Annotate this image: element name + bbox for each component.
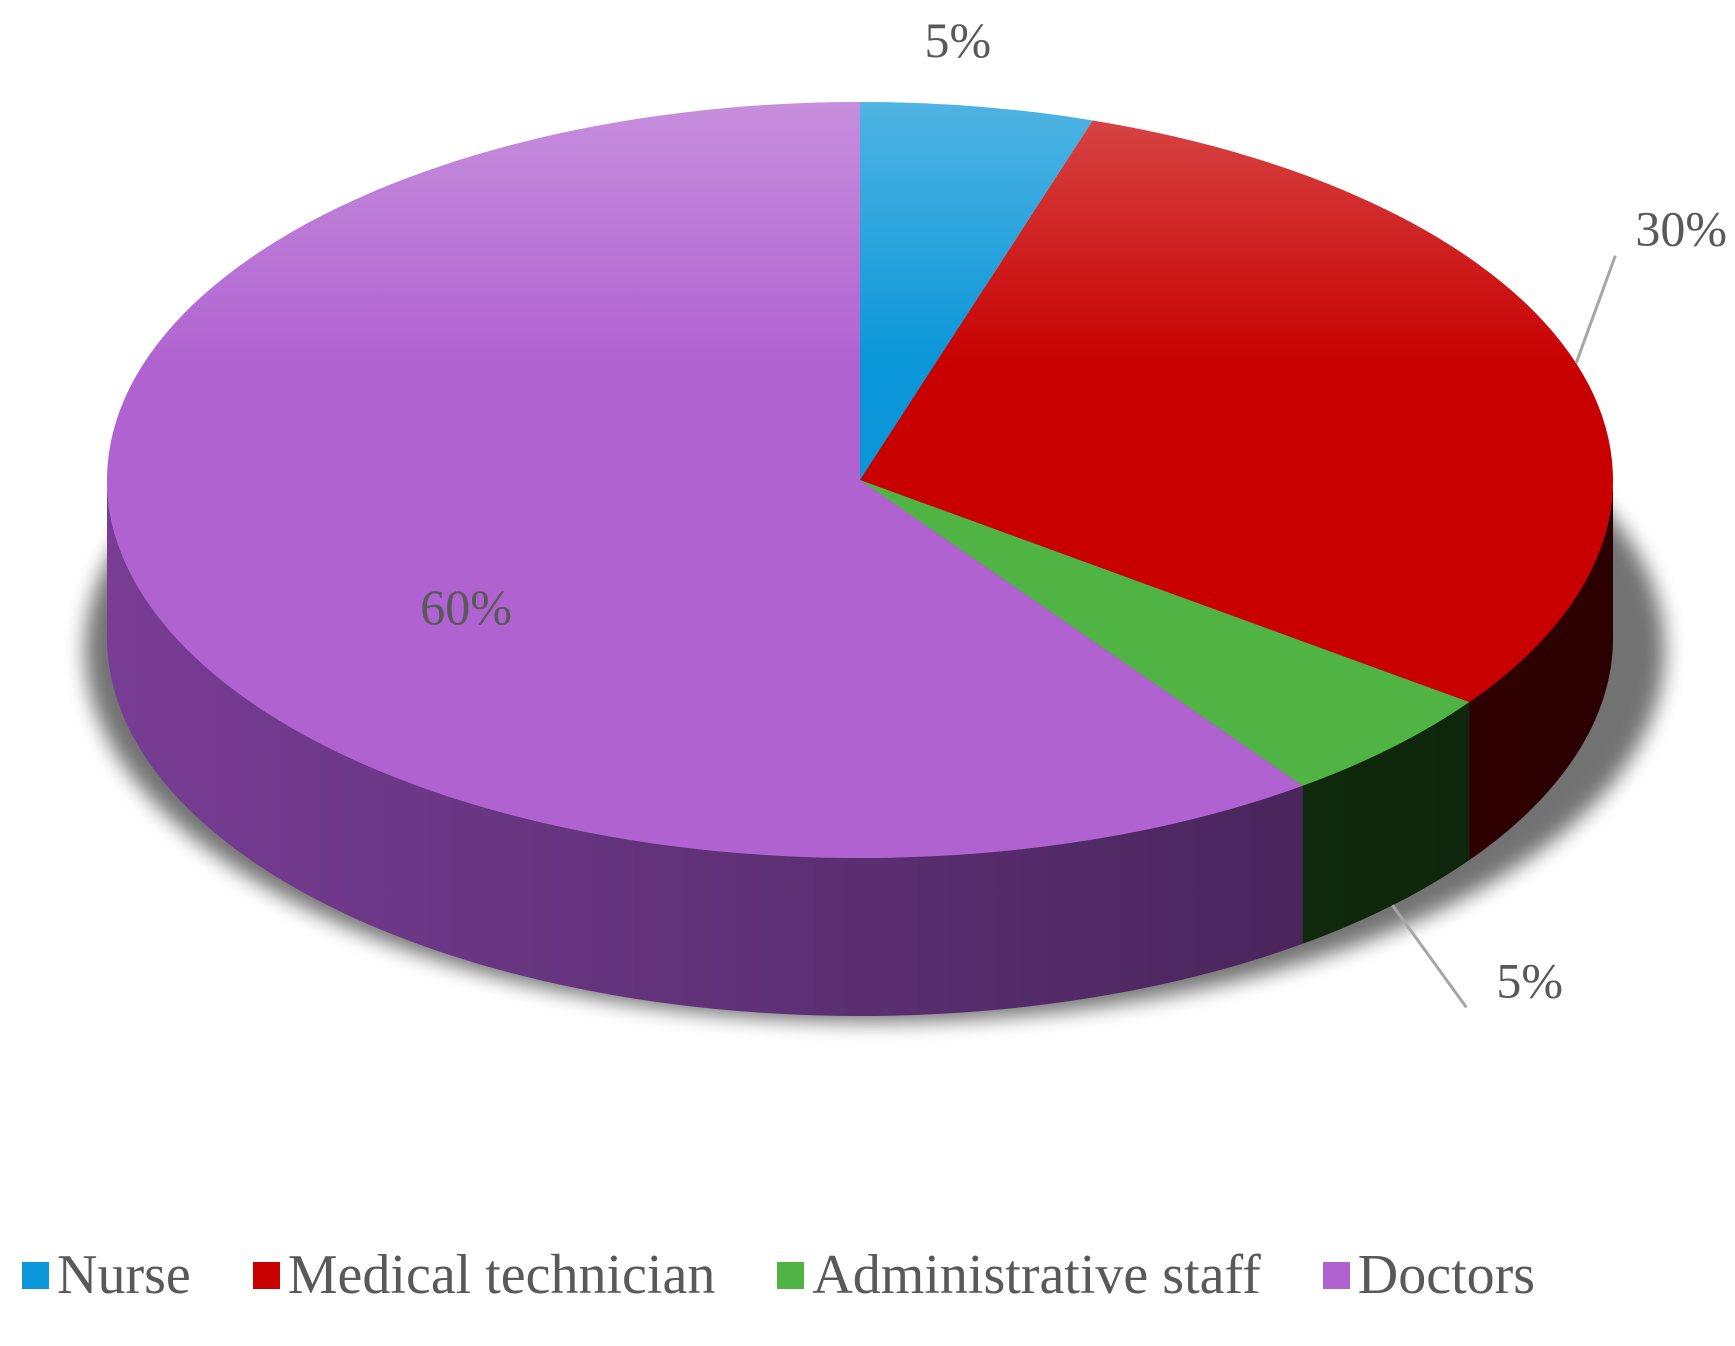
legend-item-doctors: Doctors <box>1322 1244 1536 1306</box>
legend-swatch-medical-technician <box>252 1261 280 1289</box>
pie-side-shading <box>107 480 1613 1016</box>
data-label-nurse: 5% <box>924 12 991 68</box>
legend: Nurse Medical technician Administrative … <box>22 1235 1535 1315</box>
leader-lines <box>1391 255 1617 1009</box>
data-label-doctors: 60% <box>420 579 512 635</box>
legend-item-administrative-staff: Administrative staff <box>777 1244 1261 1306</box>
legend-item-medical-technician: Medical technician <box>252 1244 716 1306</box>
legend-item-nurse: Nurse <box>22 1247 191 1303</box>
legend-label-doctors: Doctors <box>1357 1244 1536 1306</box>
pie-top <box>107 102 1613 858</box>
leader-line-administrative-staff <box>1391 904 1468 1009</box>
pie-sides <box>107 480 1613 1017</box>
legend-swatch-doctors <box>1322 1261 1350 1289</box>
pie-top-gloss <box>107 102 1613 858</box>
legend-label-administrative-staff: Administrative staff <box>812 1244 1261 1306</box>
data-label-medical-technician: 30% <box>1635 201 1727 257</box>
legend-swatch-administrative-staff <box>777 1261 805 1289</box>
legend-label-nurse: Nurse <box>57 1244 191 1306</box>
legend-swatch-nurse <box>22 1261 49 1289</box>
data-label-administrative-staff: 5% <box>1496 952 1563 1008</box>
data-labels: 5% 30% 5% 60% <box>420 12 1727 1008</box>
legend-label-medical-technician: Medical technician <box>287 1244 716 1306</box>
leader-line-medical-technician <box>1574 255 1617 364</box>
